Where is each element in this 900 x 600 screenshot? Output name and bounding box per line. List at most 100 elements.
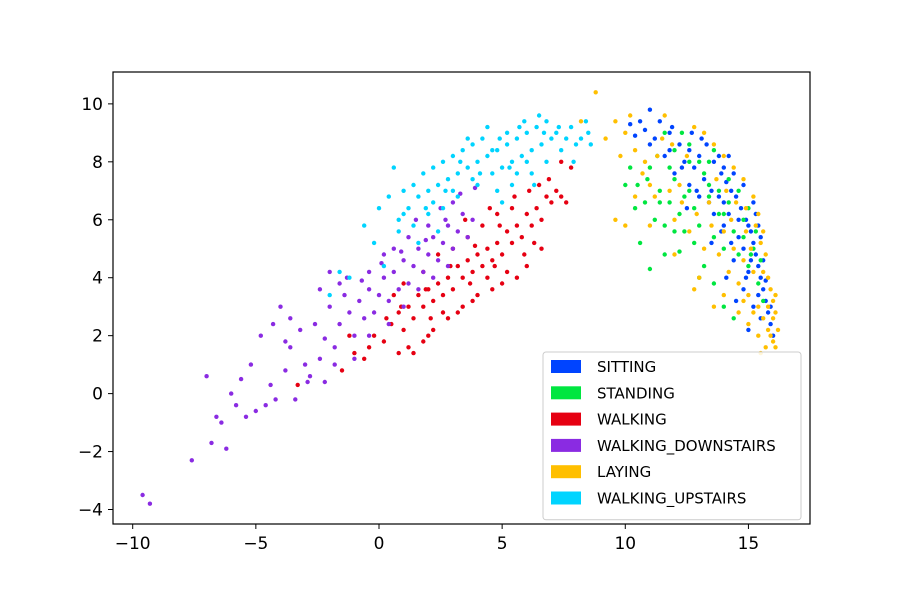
data-point — [571, 159, 576, 164]
data-point — [721, 211, 726, 217]
data-point — [327, 304, 332, 309]
data-point — [662, 223, 667, 228]
y-tick-label: 4 — [92, 269, 103, 289]
data-point — [677, 211, 682, 217]
data-point — [697, 223, 702, 228]
data-point — [263, 403, 268, 408]
data-point — [729, 188, 734, 193]
data-point — [381, 339, 387, 344]
data-point — [761, 316, 766, 321]
data-point — [517, 124, 522, 130]
data-point — [640, 171, 645, 176]
data-point — [689, 130, 694, 135]
data-point — [768, 321, 773, 327]
data-point — [549, 136, 554, 141]
data-point — [431, 165, 436, 170]
data-point — [366, 333, 372, 338]
data-point — [724, 179, 729, 185]
data-point — [763, 345, 768, 350]
data-point — [514, 275, 520, 280]
data-point — [768, 287, 773, 292]
data-point — [229, 391, 234, 396]
data-point — [485, 275, 490, 280]
data-point — [692, 240, 697, 246]
data-point — [522, 119, 527, 124]
data-point — [401, 258, 406, 263]
data-point — [701, 130, 707, 135]
data-point — [758, 240, 763, 246]
data-point — [524, 130, 529, 135]
data-point — [544, 159, 549, 164]
data-point — [706, 200, 712, 205]
data-point — [396, 287, 401, 292]
data-point — [716, 211, 722, 217]
data-point — [322, 336, 327, 341]
data-point — [662, 113, 667, 118]
data-point — [416, 246, 421, 251]
data-point — [731, 165, 736, 170]
data-point — [697, 159, 702, 164]
data-point — [509, 206, 515, 211]
data-point — [426, 223, 431, 228]
data-point — [243, 414, 249, 419]
data-point — [485, 124, 490, 130]
data-point — [499, 200, 505, 205]
data-point — [337, 281, 342, 286]
data-point — [450, 246, 456, 251]
data-point — [701, 177, 707, 182]
data-point — [573, 142, 579, 147]
data-point — [347, 333, 352, 338]
data-point — [536, 182, 542, 188]
data-point — [637, 240, 643, 246]
data-point — [391, 292, 396, 298]
data-point — [687, 159, 692, 164]
data-point — [578, 136, 584, 141]
data-point — [435, 281, 441, 286]
data-point — [305, 379, 310, 385]
data-point — [204, 374, 209, 379]
data-point — [532, 182, 537, 188]
data-point — [416, 292, 421, 298]
data-point — [556, 124, 561, 130]
data-point — [362, 356, 367, 361]
series-standing — [623, 130, 766, 321]
data-point — [312, 321, 318, 327]
data-point — [687, 188, 692, 193]
data-point — [534, 124, 539, 130]
data-point — [337, 321, 342, 327]
data-point — [628, 113, 633, 118]
data-point — [628, 122, 633, 127]
y-tick-label: −4 — [78, 501, 103, 521]
data-point — [667, 165, 672, 170]
x-tick-label: −5 — [243, 534, 268, 554]
data-point — [426, 333, 431, 338]
data-point — [687, 229, 692, 234]
data-point — [623, 130, 628, 135]
data-point — [711, 148, 717, 153]
data-point — [763, 252, 768, 257]
data-point — [411, 316, 416, 321]
data-point — [362, 316, 367, 321]
x-tick-label: −10 — [115, 534, 151, 554]
data-point — [578, 119, 584, 124]
data-point — [758, 275, 763, 280]
y-axis: −4 −2 0 2 4 6 8 10 — [78, 95, 113, 521]
data-point — [460, 148, 465, 153]
data-point — [741, 235, 746, 240]
data-point — [568, 124, 574, 130]
data-point — [748, 258, 754, 263]
data-point — [396, 217, 401, 222]
data-point — [736, 252, 741, 257]
data-point — [485, 246, 490, 251]
data-point — [455, 194, 460, 199]
data-point — [704, 142, 709, 147]
data-point — [662, 153, 667, 159]
legend: SITTING STANDING WALKING WALKING_DOWNSTAIRS… — [542, 351, 802, 521]
data-point — [214, 414, 219, 419]
data-point — [682, 194, 687, 199]
data-point — [445, 275, 451, 280]
data-point — [539, 217, 544, 222]
data-point — [445, 223, 451, 228]
data-point — [733, 298, 739, 304]
data-point — [497, 223, 502, 228]
